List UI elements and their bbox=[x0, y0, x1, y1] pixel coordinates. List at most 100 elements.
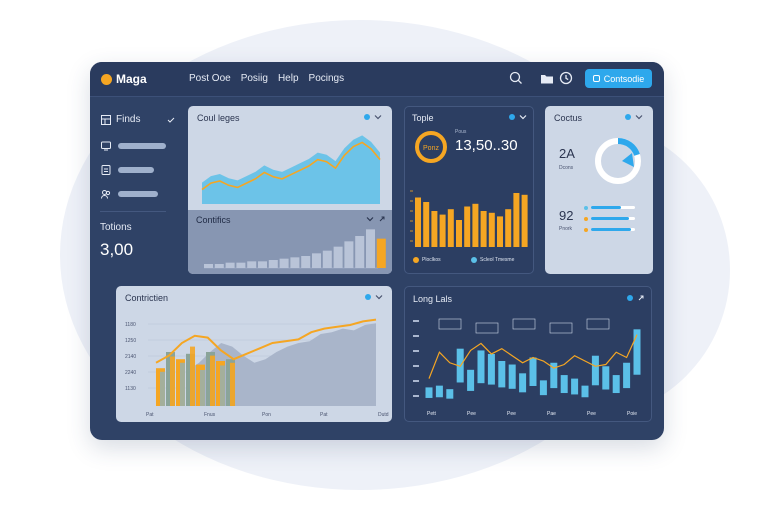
chevron-down-icon[interactable] bbox=[366, 215, 374, 223]
tople-bar bbox=[513, 193, 520, 247]
sidebar-item-2[interactable] bbox=[101, 165, 154, 175]
y-tick-label: 2140 bbox=[125, 354, 136, 360]
long-bar bbox=[581, 385, 589, 398]
long-bar bbox=[519, 373, 527, 393]
tople-bar bbox=[456, 220, 462, 247]
contrictien-bar-2 bbox=[200, 370, 205, 406]
card-tople: Tople Ponz Pous 13,50..30 Ploclkos Scleo… bbox=[404, 106, 534, 274]
chevron-down-icon[interactable] bbox=[519, 113, 527, 121]
expand-icon[interactable] bbox=[378, 215, 386, 223]
contifics-bar bbox=[376, 238, 386, 268]
contifics-bar bbox=[214, 264, 224, 268]
y-tick-mark bbox=[413, 365, 419, 367]
long-bar bbox=[550, 362, 558, 389]
y-tick-mark bbox=[413, 335, 419, 337]
progress-dot bbox=[584, 228, 588, 232]
contifics-bar bbox=[333, 246, 343, 268]
card-long-title: Long Lals bbox=[413, 294, 453, 304]
logo-icon bbox=[101, 73, 112, 85]
info-icon[interactable] bbox=[625, 114, 631, 120]
y-tick-label: 2240 bbox=[125, 370, 136, 376]
card-contrictien: Contrictien 1180 1250 2140 2240 1130 Pat Fnus P… bbox=[116, 286, 392, 422]
progress-fill bbox=[591, 206, 621, 209]
cta-icon bbox=[592, 75, 600, 82]
contifics-bar bbox=[355, 236, 365, 268]
card-contrictien-controls bbox=[365, 293, 383, 301]
long-bar bbox=[467, 369, 475, 391]
tople-bar bbox=[431, 211, 438, 247]
tople-big-value: 13,50..30 bbox=[455, 137, 518, 154]
primary-action-button[interactable]: Contsodie bbox=[585, 69, 652, 88]
tople-bar bbox=[497, 216, 503, 247]
nav-item-3[interactable]: Help bbox=[277, 73, 299, 84]
info-icon[interactable] bbox=[509, 114, 515, 120]
sidebar-header[interactable]: Finds bbox=[101, 114, 175, 125]
x-tick-label: Pat bbox=[146, 412, 154, 418]
y-tick-label: 1180 bbox=[125, 322, 136, 328]
contifics-bar bbox=[322, 250, 332, 268]
long-bar bbox=[477, 350, 485, 384]
info-icon[interactable] bbox=[364, 114, 370, 120]
long-bar bbox=[602, 366, 610, 390]
coctus-stat1-value: 2A bbox=[559, 146, 575, 161]
card-coctus: Coctus 2A Dcons 92 Pnork bbox=[545, 106, 653, 274]
coctus-progress-bars bbox=[584, 206, 635, 232]
legend-label: Ploclkos bbox=[422, 257, 441, 263]
coul-area-chart bbox=[201, 135, 381, 204]
progress-dot bbox=[584, 206, 588, 210]
tople-bar bbox=[472, 203, 479, 247]
long-bar bbox=[425, 387, 433, 398]
contrictien-combo-chart: 1180 1250 2140 2240 1130 Pat Fnus Pon Pat Dutd bbox=[125, 318, 389, 418]
legend-swatch bbox=[413, 257, 419, 263]
contrictien-bar-2 bbox=[160, 371, 165, 406]
long-bar bbox=[539, 380, 547, 396]
grid-icon bbox=[101, 114, 111, 125]
annotation-box bbox=[549, 322, 573, 334]
sidebar-item-2-label bbox=[118, 167, 154, 173]
long-line bbox=[428, 334, 638, 379]
chevron-down-icon[interactable] bbox=[375, 293, 383, 301]
contifics-bar bbox=[268, 260, 278, 268]
nav-item-1[interactable]: Post Ooe bbox=[189, 73, 231, 84]
sidebar-item-3-label bbox=[118, 191, 158, 197]
x-tick-label: Pae bbox=[547, 411, 556, 417]
main-nav: Post Ooe Posiig Help Pocings bbox=[189, 73, 344, 84]
tople-legend-1: Ploclkos bbox=[413, 257, 441, 263]
card-coul-controls bbox=[364, 113, 382, 121]
sidebar-item-1-label bbox=[118, 143, 166, 149]
nav-item-2[interactable]: Posiig bbox=[240, 73, 268, 84]
chevron-down-icon[interactable] bbox=[635, 113, 643, 121]
long-bar bbox=[633, 329, 641, 375]
search-icon[interactable] bbox=[509, 71, 523, 85]
contifics-bar bbox=[258, 261, 267, 268]
sidebar-title: Finds bbox=[116, 114, 141, 125]
chevron-down-icon[interactable] bbox=[374, 113, 382, 121]
card-coctus-controls bbox=[625, 113, 643, 121]
tople-bar bbox=[505, 209, 512, 247]
info-icon[interactable] bbox=[365, 294, 371, 300]
folder-icon[interactable] bbox=[540, 72, 554, 86]
contifics-bar bbox=[247, 261, 257, 268]
sidebar-item-3[interactable] bbox=[101, 189, 158, 199]
tople-bar bbox=[480, 211, 487, 247]
x-tick-label: Pett bbox=[427, 411, 437, 417]
contrictien-bar-2 bbox=[210, 355, 215, 406]
nav-item-4[interactable]: Pocings bbox=[308, 73, 345, 84]
clock-icon[interactable] bbox=[559, 71, 573, 85]
tople-bar bbox=[439, 214, 446, 247]
donut-pointer bbox=[622, 153, 634, 167]
logo[interactable]: Maga bbox=[101, 72, 147, 86]
expand-icon[interactable] bbox=[637, 294, 645, 302]
contifics-bar bbox=[290, 257, 300, 268]
card-long-lals: Long Lals Pett Pee Pee Pae Pee Poie bbox=[404, 286, 652, 422]
info-icon[interactable] bbox=[627, 295, 633, 301]
tople-bar bbox=[423, 202, 430, 247]
long-combo-chart: Pett Pee Pee Pae Pee Poie bbox=[413, 318, 641, 417]
monitor-icon bbox=[101, 141, 111, 151]
progress-dot bbox=[584, 217, 588, 221]
contifics-bar bbox=[312, 253, 321, 268]
x-tick-label: Pon bbox=[262, 412, 271, 418]
card-coul-title: Coul leges bbox=[197, 113, 240, 123]
sidebar-item-1[interactable] bbox=[101, 141, 166, 151]
document-icon bbox=[101, 165, 111, 175]
